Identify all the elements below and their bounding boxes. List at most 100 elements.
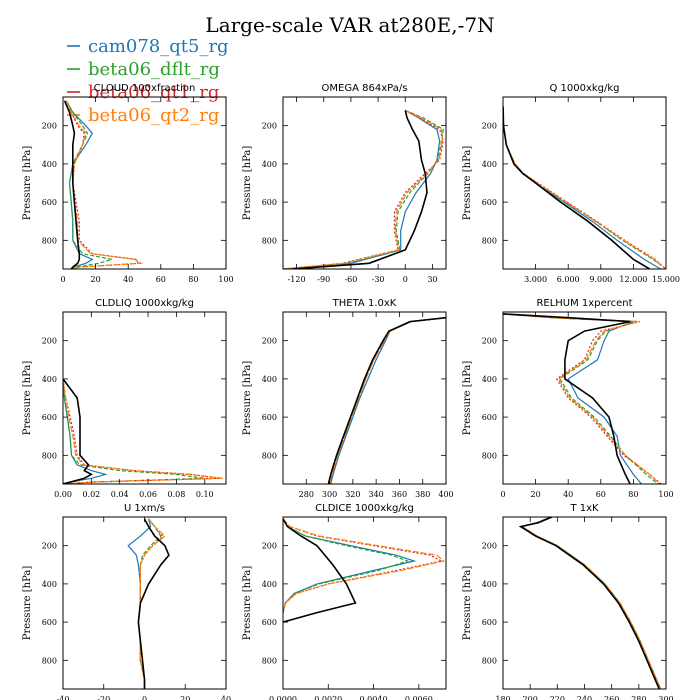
y-tick-label: 600 xyxy=(262,198,277,207)
series-line xyxy=(287,109,441,269)
y-tick-label: 600 xyxy=(42,198,57,207)
panel: Q 1000xkg/kg 3.000 6.000 9.000 12.000 15.000 2… xyxy=(462,83,680,284)
panel: THETA 1.0xK 280 300 320 340 360 380 400 200 400 60… xyxy=(242,298,454,499)
series-line xyxy=(503,106,661,269)
x-tick-label: -30 xyxy=(372,275,385,284)
y-axis-label: Pressure [hPa] xyxy=(462,361,473,436)
y-tick-label: 800 xyxy=(42,236,57,245)
x-tick-label: 260 xyxy=(604,695,619,700)
series-line xyxy=(520,517,662,689)
series-line xyxy=(283,518,446,613)
x-tick-label: 80 xyxy=(188,275,198,284)
x-tick-label: 0.0040 xyxy=(360,695,388,700)
x-tick-label: 80 xyxy=(628,490,638,499)
x-tick-label: -90 xyxy=(317,275,330,284)
panel-title: T 1xK xyxy=(569,503,599,514)
series-line xyxy=(520,517,662,689)
series-line xyxy=(520,517,662,689)
y-tick-label: 200 xyxy=(42,122,57,131)
panel-title: CLOUD 100xfraction xyxy=(94,83,196,94)
x-tick-label: 20 xyxy=(180,695,190,700)
x-tick-label: 12.000 xyxy=(619,275,647,284)
panel-title: OMEGA 864xPa/s xyxy=(322,83,408,94)
plot-frame xyxy=(502,311,667,485)
panel: T 1xK 180 200 220 240 260 280 300 200 400 600 800 Pr… xyxy=(462,503,674,700)
series-line xyxy=(283,518,410,613)
x-tick-label: 60 xyxy=(596,490,606,499)
series-line xyxy=(292,110,428,269)
x-tick-label: 6.000 xyxy=(557,275,580,284)
y-tick-label: 400 xyxy=(482,375,497,384)
series-line xyxy=(137,518,166,689)
y-axis-label: Pressure [hPa] xyxy=(22,146,33,221)
series-line xyxy=(137,518,170,689)
x-tick-label: 0.0020 xyxy=(314,695,342,700)
x-tick-label: 0.06 xyxy=(139,490,157,499)
series-line xyxy=(327,316,446,484)
y-tick-label: 800 xyxy=(42,451,57,460)
y-tick-label: 200 xyxy=(262,122,277,131)
series-line xyxy=(330,317,446,484)
x-tick-label: 240 xyxy=(577,695,592,700)
series-line xyxy=(283,518,417,613)
x-tick-label: 340 xyxy=(369,490,384,499)
series-line xyxy=(503,313,642,484)
y-tick-label: 600 xyxy=(262,618,277,627)
y-tick-label: 600 xyxy=(482,413,497,422)
x-tick-label: 40 xyxy=(221,695,231,700)
x-tick-label: 0.10 xyxy=(196,490,214,499)
y-axis-label: Pressure [hPa] xyxy=(242,566,253,641)
y-axis-label: Pressure [hPa] xyxy=(242,361,253,436)
x-tick-label: 0.00 xyxy=(54,490,72,499)
legend: cam078_qt5_rgbeta06_dflt_rgbeta06_qt1_rg… xyxy=(67,36,229,126)
x-tick-label: 0 xyxy=(500,490,505,499)
y-tick-label: 400 xyxy=(42,160,57,169)
plot-frame xyxy=(282,311,447,485)
series-line xyxy=(329,317,446,484)
series-line xyxy=(518,517,660,689)
x-tick-label: 0.08 xyxy=(167,490,185,499)
series-line xyxy=(65,100,139,269)
plot-frame xyxy=(282,516,447,690)
y-tick-label: 400 xyxy=(262,580,277,589)
panel-title: RELHUM 1xpercent xyxy=(536,298,632,309)
x-tick-label: 15.000 xyxy=(652,275,680,284)
y-tick-label: 400 xyxy=(262,375,277,384)
x-tick-label: 0.0060 xyxy=(405,695,433,700)
x-tick-label: 300 xyxy=(322,490,337,499)
series-line xyxy=(503,313,660,484)
y-tick-label: 200 xyxy=(42,542,57,551)
y-tick-label: 800 xyxy=(262,451,277,460)
x-tick-label: 0 xyxy=(60,275,65,284)
x-tick-label: 400 xyxy=(438,490,453,499)
y-tick-label: 800 xyxy=(482,451,497,460)
y-tick-label: 800 xyxy=(482,656,497,665)
series-line xyxy=(283,518,444,613)
y-tick-label: 800 xyxy=(42,656,57,665)
y-tick-label: 600 xyxy=(482,198,497,207)
series-line xyxy=(63,378,224,484)
panel: CLOUD 100xfraction 0 20 40 60 80 100 200 400 600 8… xyxy=(22,83,234,284)
plot-frame xyxy=(502,516,667,690)
series-line xyxy=(127,518,152,689)
x-tick-label: 100 xyxy=(218,275,233,284)
y-tick-label: 600 xyxy=(42,618,57,627)
x-tick-label: 100 xyxy=(658,490,673,499)
x-tick-label: -20 xyxy=(97,695,110,700)
x-tick-label: 0 xyxy=(403,275,408,284)
series-line xyxy=(503,313,659,484)
series-line xyxy=(503,313,662,484)
panel-title: CLDICE 1000xkg/kg xyxy=(315,503,414,514)
panel-title: Q 1000xkg/kg xyxy=(549,83,619,94)
y-tick-label: 400 xyxy=(482,160,497,169)
y-tick-label: 400 xyxy=(262,160,277,169)
legend-label: beta06_dflt_rg xyxy=(88,59,220,80)
y-tick-label: 800 xyxy=(482,236,497,245)
x-tick-label: 0.04 xyxy=(111,490,129,499)
panel: RELHUM 1xpercent 0 20 40 60 80 100 200 400 600 800… xyxy=(462,298,674,499)
x-tick-label: 300 xyxy=(658,695,673,700)
x-tick-label: -120 xyxy=(288,275,306,284)
y-tick-label: 800 xyxy=(262,236,277,245)
x-tick-label: 280 xyxy=(299,490,314,499)
